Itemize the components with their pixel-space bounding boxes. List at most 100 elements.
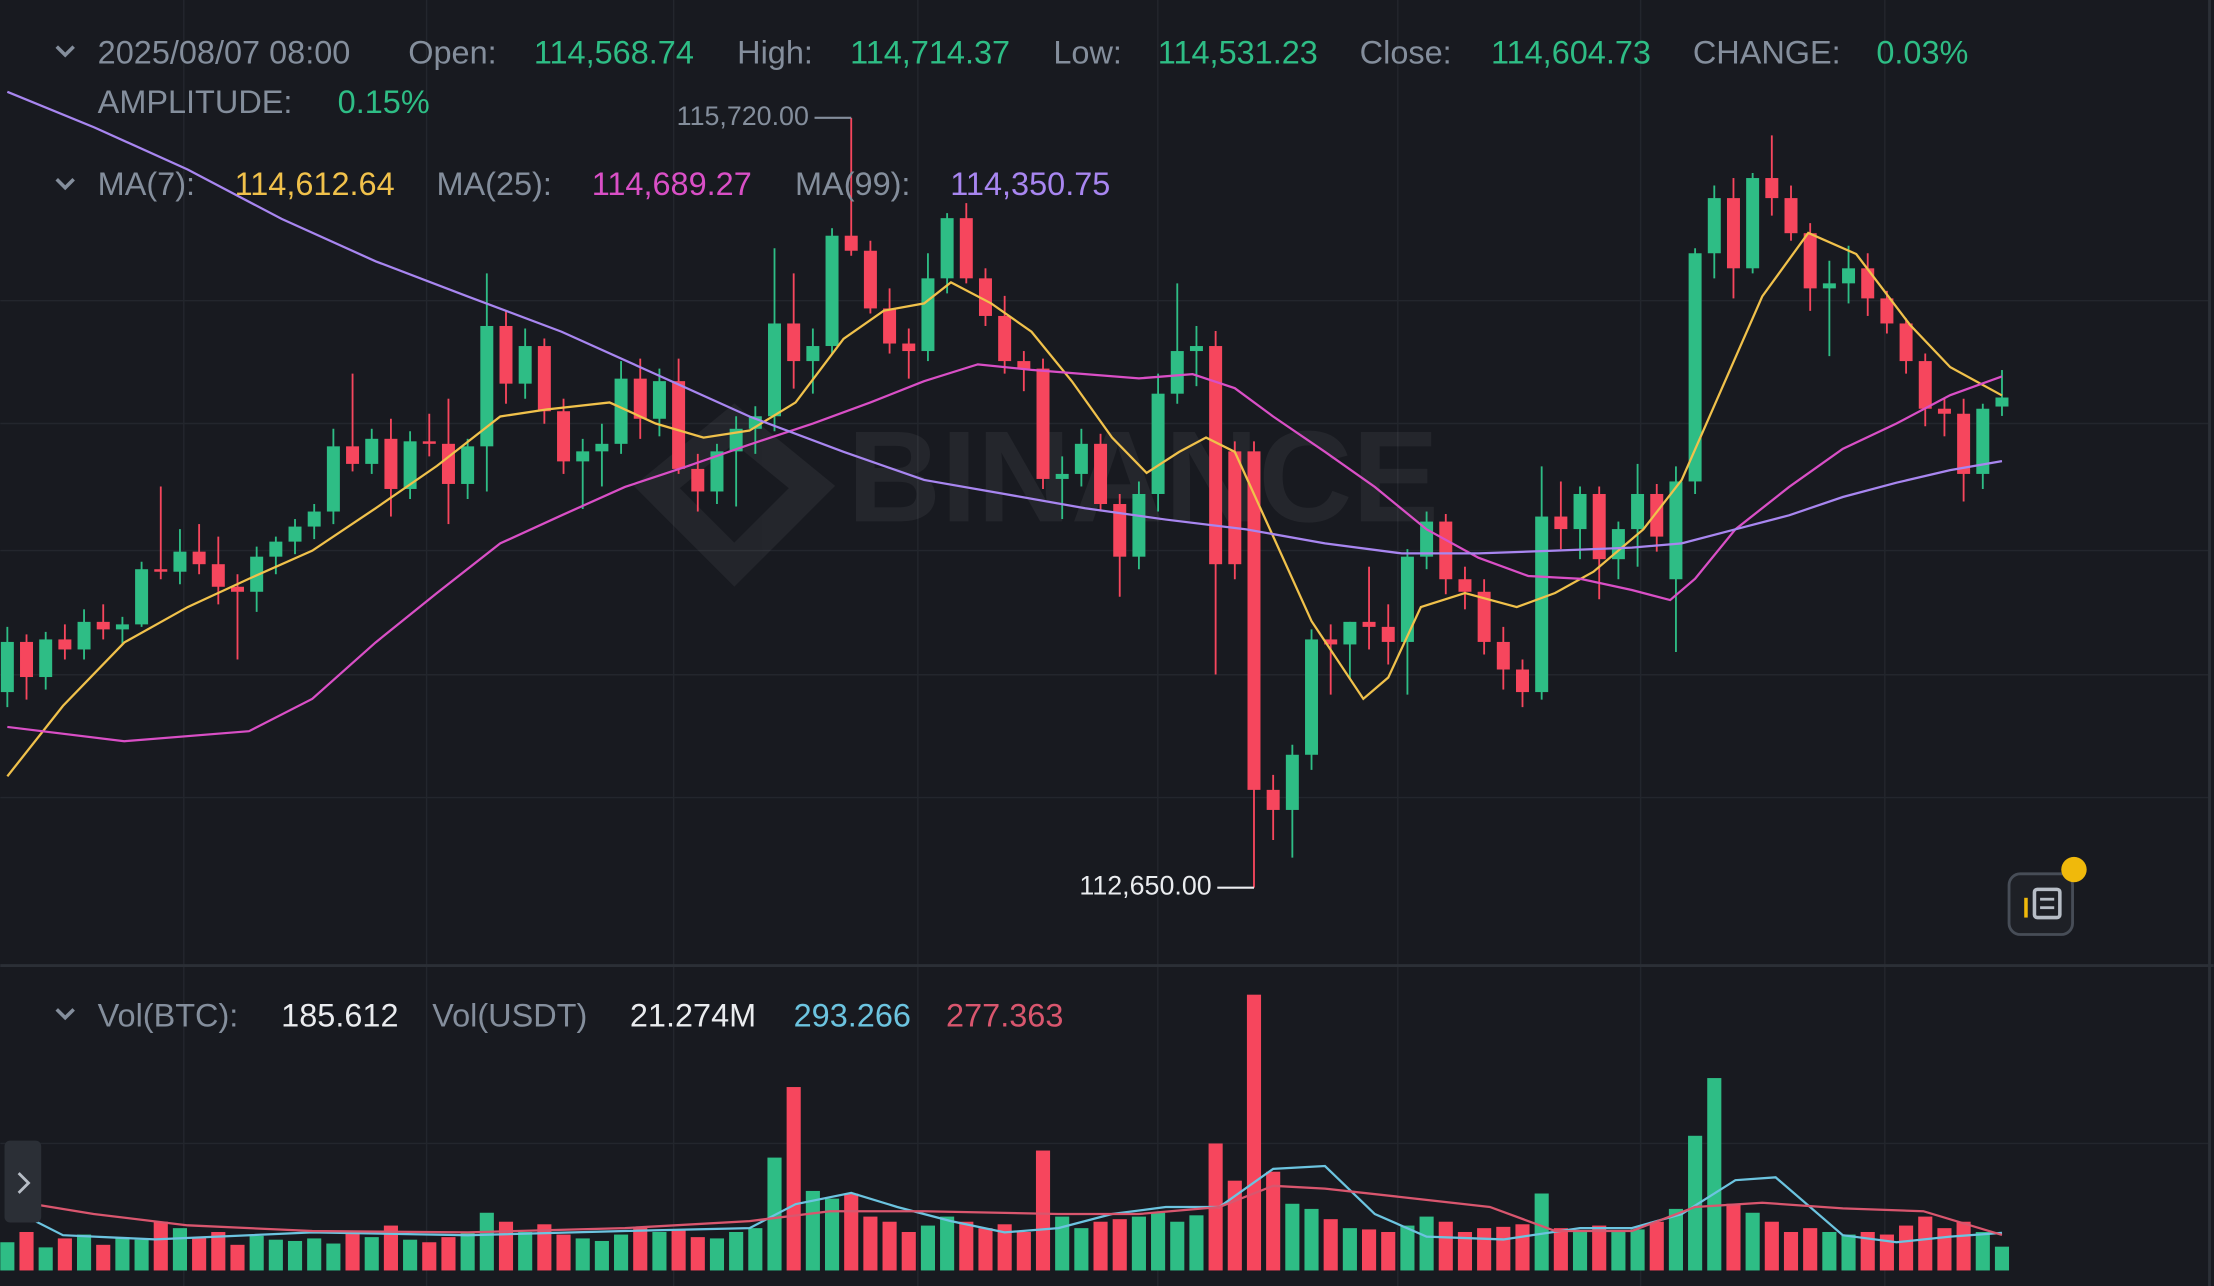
volume-bar	[1994, 1246, 2010, 1271]
volume-bar	[498, 1221, 514, 1271]
volume-value: 21.274M	[630, 997, 756, 1033]
volume-bar	[1688, 1135, 1703, 1271]
volume-bar	[1553, 1228, 1568, 1271]
volume-bar	[1975, 1231, 1990, 1271]
collapse-icon[interactable]	[55, 178, 75, 191]
volume-bar	[134, 1239, 149, 1271]
volume-bar	[1035, 1150, 1051, 1271]
candle-body	[1535, 516, 1549, 693]
volume-bar	[307, 1238, 322, 1271]
candle-body	[288, 526, 302, 542]
volume-bar	[1956, 1221, 1971, 1271]
volume-bar	[1342, 1228, 1357, 1271]
collapse-icon[interactable]	[55, 45, 75, 58]
candle-body	[902, 343, 916, 352]
candle-body	[825, 235, 839, 347]
volume-bar	[863, 1216, 878, 1271]
candle-body	[1266, 789, 1280, 810]
candle-body	[307, 511, 321, 527]
candle-body	[557, 411, 571, 462]
volume-bar	[1093, 1221, 1108, 1271]
candle-body	[614, 378, 628, 444]
plot: 115,720.00 112,650.00	[0, 90, 2010, 1271]
volume-bar	[1803, 1228, 1818, 1271]
candle-body	[787, 323, 801, 362]
candle-body	[1995, 397, 2009, 407]
candle-body	[1784, 198, 1798, 234]
field-value: 0.03%	[1876, 35, 1968, 71]
volume-bar	[824, 1198, 840, 1271]
volume-bar	[1707, 1078, 1722, 1271]
candle-body	[1726, 198, 1740, 269]
volume-bar	[940, 1216, 955, 1271]
volume-bar	[1400, 1225, 1415, 1271]
header: 2025/08/07 08:00 Open: 114,568.74 High: …	[55, 35, 1968, 1033]
volume-bar	[1419, 1216, 1434, 1271]
volume-bar	[249, 1235, 264, 1271]
volume-bar	[633, 1226, 648, 1271]
volume-bar	[422, 1242, 437, 1271]
candle-body	[1209, 346, 1223, 565]
legend-value: 114,350.75	[950, 166, 1110, 202]
volume-bar	[403, 1239, 418, 1271]
volume-bar	[479, 1212, 494, 1271]
volume-value: 185.612	[281, 997, 398, 1033]
volume-label: Vol(USDT)	[432, 997, 587, 1033]
volume-bar	[709, 1238, 725, 1271]
candle-body	[1746, 178, 1760, 269]
extreme-marker-label: 112,650.00	[1079, 871, 1211, 901]
collapse-icon[interactable]	[55, 1008, 75, 1021]
candle-body	[1074, 443, 1088, 474]
candle-body	[441, 443, 455, 484]
candle-body	[1918, 361, 1932, 409]
volume-bar	[383, 1225, 398, 1271]
candle-body	[1611, 529, 1625, 560]
volume-bar	[38, 1247, 53, 1271]
field-value: 114,714.37	[850, 35, 1010, 71]
candle-body	[135, 569, 149, 625]
candle-body	[921, 278, 935, 352]
candle-body	[403, 441, 417, 489]
volume-bar	[230, 1244, 245, 1271]
volume-bar	[287, 1240, 303, 1271]
volume-bar	[920, 1225, 935, 1271]
volume-bar	[0, 1242, 15, 1271]
side-tab[interactable]	[4, 1140, 42, 1223]
candle-body	[978, 278, 992, 316]
volume-bar	[1726, 1203, 1741, 1271]
volume-bar	[1515, 1224, 1530, 1271]
legend-value: 114,612.64	[235, 166, 395, 202]
candle-body	[422, 441, 436, 444]
candle-body	[1496, 641, 1510, 670]
volume-bar	[1937, 1228, 1952, 1271]
candle-body	[154, 569, 168, 572]
volume-bar	[1841, 1234, 1856, 1271]
candle-body	[595, 443, 609, 452]
candle-body	[1113, 504, 1127, 557]
volume-bar	[1783, 1231, 1799, 1271]
volume-bar	[748, 1228, 763, 1271]
candle-body	[1516, 669, 1529, 693]
volume-ma-value: 277.363	[946, 997, 1063, 1033]
candle-body	[96, 621, 110, 630]
candle-body	[883, 308, 897, 344]
volume-bar	[1112, 1219, 1127, 1271]
volume-bar	[518, 1231, 533, 1271]
candle-body	[1094, 443, 1108, 505]
candle-body	[1669, 481, 1683, 580]
order-icon[interactable]	[2007, 856, 2087, 936]
volume-bar	[326, 1243, 341, 1271]
candle-body	[269, 541, 283, 557]
candle-body	[384, 438, 398, 489]
candle-body	[1937, 408, 1951, 414]
volume-bar	[1764, 1221, 1779, 1271]
candle-body	[1803, 233, 1817, 289]
volume-bar	[1592, 1225, 1607, 1271]
candle-body	[211, 564, 225, 587]
volume-bar	[1899, 1225, 1914, 1271]
volume-bar	[959, 1221, 974, 1271]
volume-bar	[556, 1234, 571, 1271]
volume-bar	[1457, 1231, 1473, 1271]
